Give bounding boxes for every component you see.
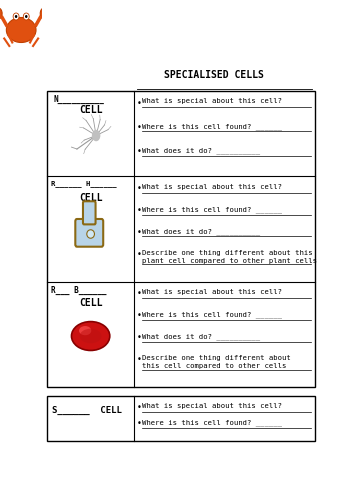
Bar (47, 396, 315, 441)
Text: •: • (137, 420, 142, 428)
Text: •: • (137, 206, 142, 215)
Ellipse shape (71, 322, 110, 350)
Text: •: • (137, 250, 142, 259)
Text: What is special about this cell?: What is special about this cell? (142, 184, 282, 190)
Text: What does it do? __________: What does it do? __________ (142, 148, 260, 154)
Circle shape (25, 15, 28, 18)
Ellipse shape (80, 328, 102, 344)
Text: •: • (137, 333, 142, 342)
Text: Describe one thing different about: Describe one thing different about (142, 355, 291, 361)
Ellipse shape (40, 8, 48, 19)
Circle shape (23, 13, 29, 20)
Text: Where is this cell found? ______: Where is this cell found? ______ (142, 206, 282, 212)
Text: Where is this cell found? ______: Where is this cell found? ______ (142, 420, 282, 426)
Text: •: • (137, 228, 142, 237)
Ellipse shape (87, 230, 95, 238)
Text: What is special about this cell?: What is special about this cell? (142, 289, 282, 295)
Text: •: • (137, 184, 142, 193)
FancyBboxPatch shape (75, 219, 103, 246)
Circle shape (13, 13, 19, 20)
Text: Where is this cell found? ______: Where is this cell found? ______ (142, 123, 282, 130)
Ellipse shape (6, 18, 36, 42)
Text: SPECIALISED CELLS: SPECIALISED CELLS (164, 70, 264, 80)
Text: •: • (137, 355, 142, 364)
Bar (47, 91, 315, 386)
Text: CELL: CELL (79, 106, 102, 116)
Text: •: • (137, 404, 142, 412)
Text: plant cell compared to other plant cells: plant cell compared to other plant cells (142, 258, 317, 264)
Text: CELL: CELL (79, 192, 102, 202)
Text: What does it do? __________: What does it do? __________ (142, 228, 260, 234)
Text: R___ B______: R___ B______ (51, 286, 107, 294)
Text: CELL: CELL (79, 298, 102, 308)
Text: N__________: N__________ (54, 94, 104, 104)
Text: •: • (137, 98, 142, 108)
Text: What does it do? __________: What does it do? __________ (142, 333, 260, 340)
Text: •: • (137, 289, 142, 298)
Text: R______ H______: R______ H______ (51, 180, 116, 187)
Text: What is special about this cell?: What is special about this cell? (142, 404, 282, 409)
Text: •: • (137, 123, 142, 132)
Circle shape (92, 130, 100, 140)
FancyBboxPatch shape (83, 202, 96, 224)
Text: S______  CELL: S______ CELL (52, 406, 122, 415)
Text: What is special about this cell?: What is special about this cell? (142, 98, 282, 104)
Text: this cell compared to other cells: this cell compared to other cells (142, 364, 286, 370)
Text: •: • (137, 148, 142, 156)
Text: •: • (137, 311, 142, 320)
Text: Describe one thing different about this: Describe one thing different about this (142, 250, 312, 256)
Ellipse shape (79, 326, 91, 336)
Text: Where is this cell found? ______: Where is this cell found? ______ (142, 311, 282, 318)
Ellipse shape (0, 8, 2, 19)
Circle shape (15, 15, 17, 18)
